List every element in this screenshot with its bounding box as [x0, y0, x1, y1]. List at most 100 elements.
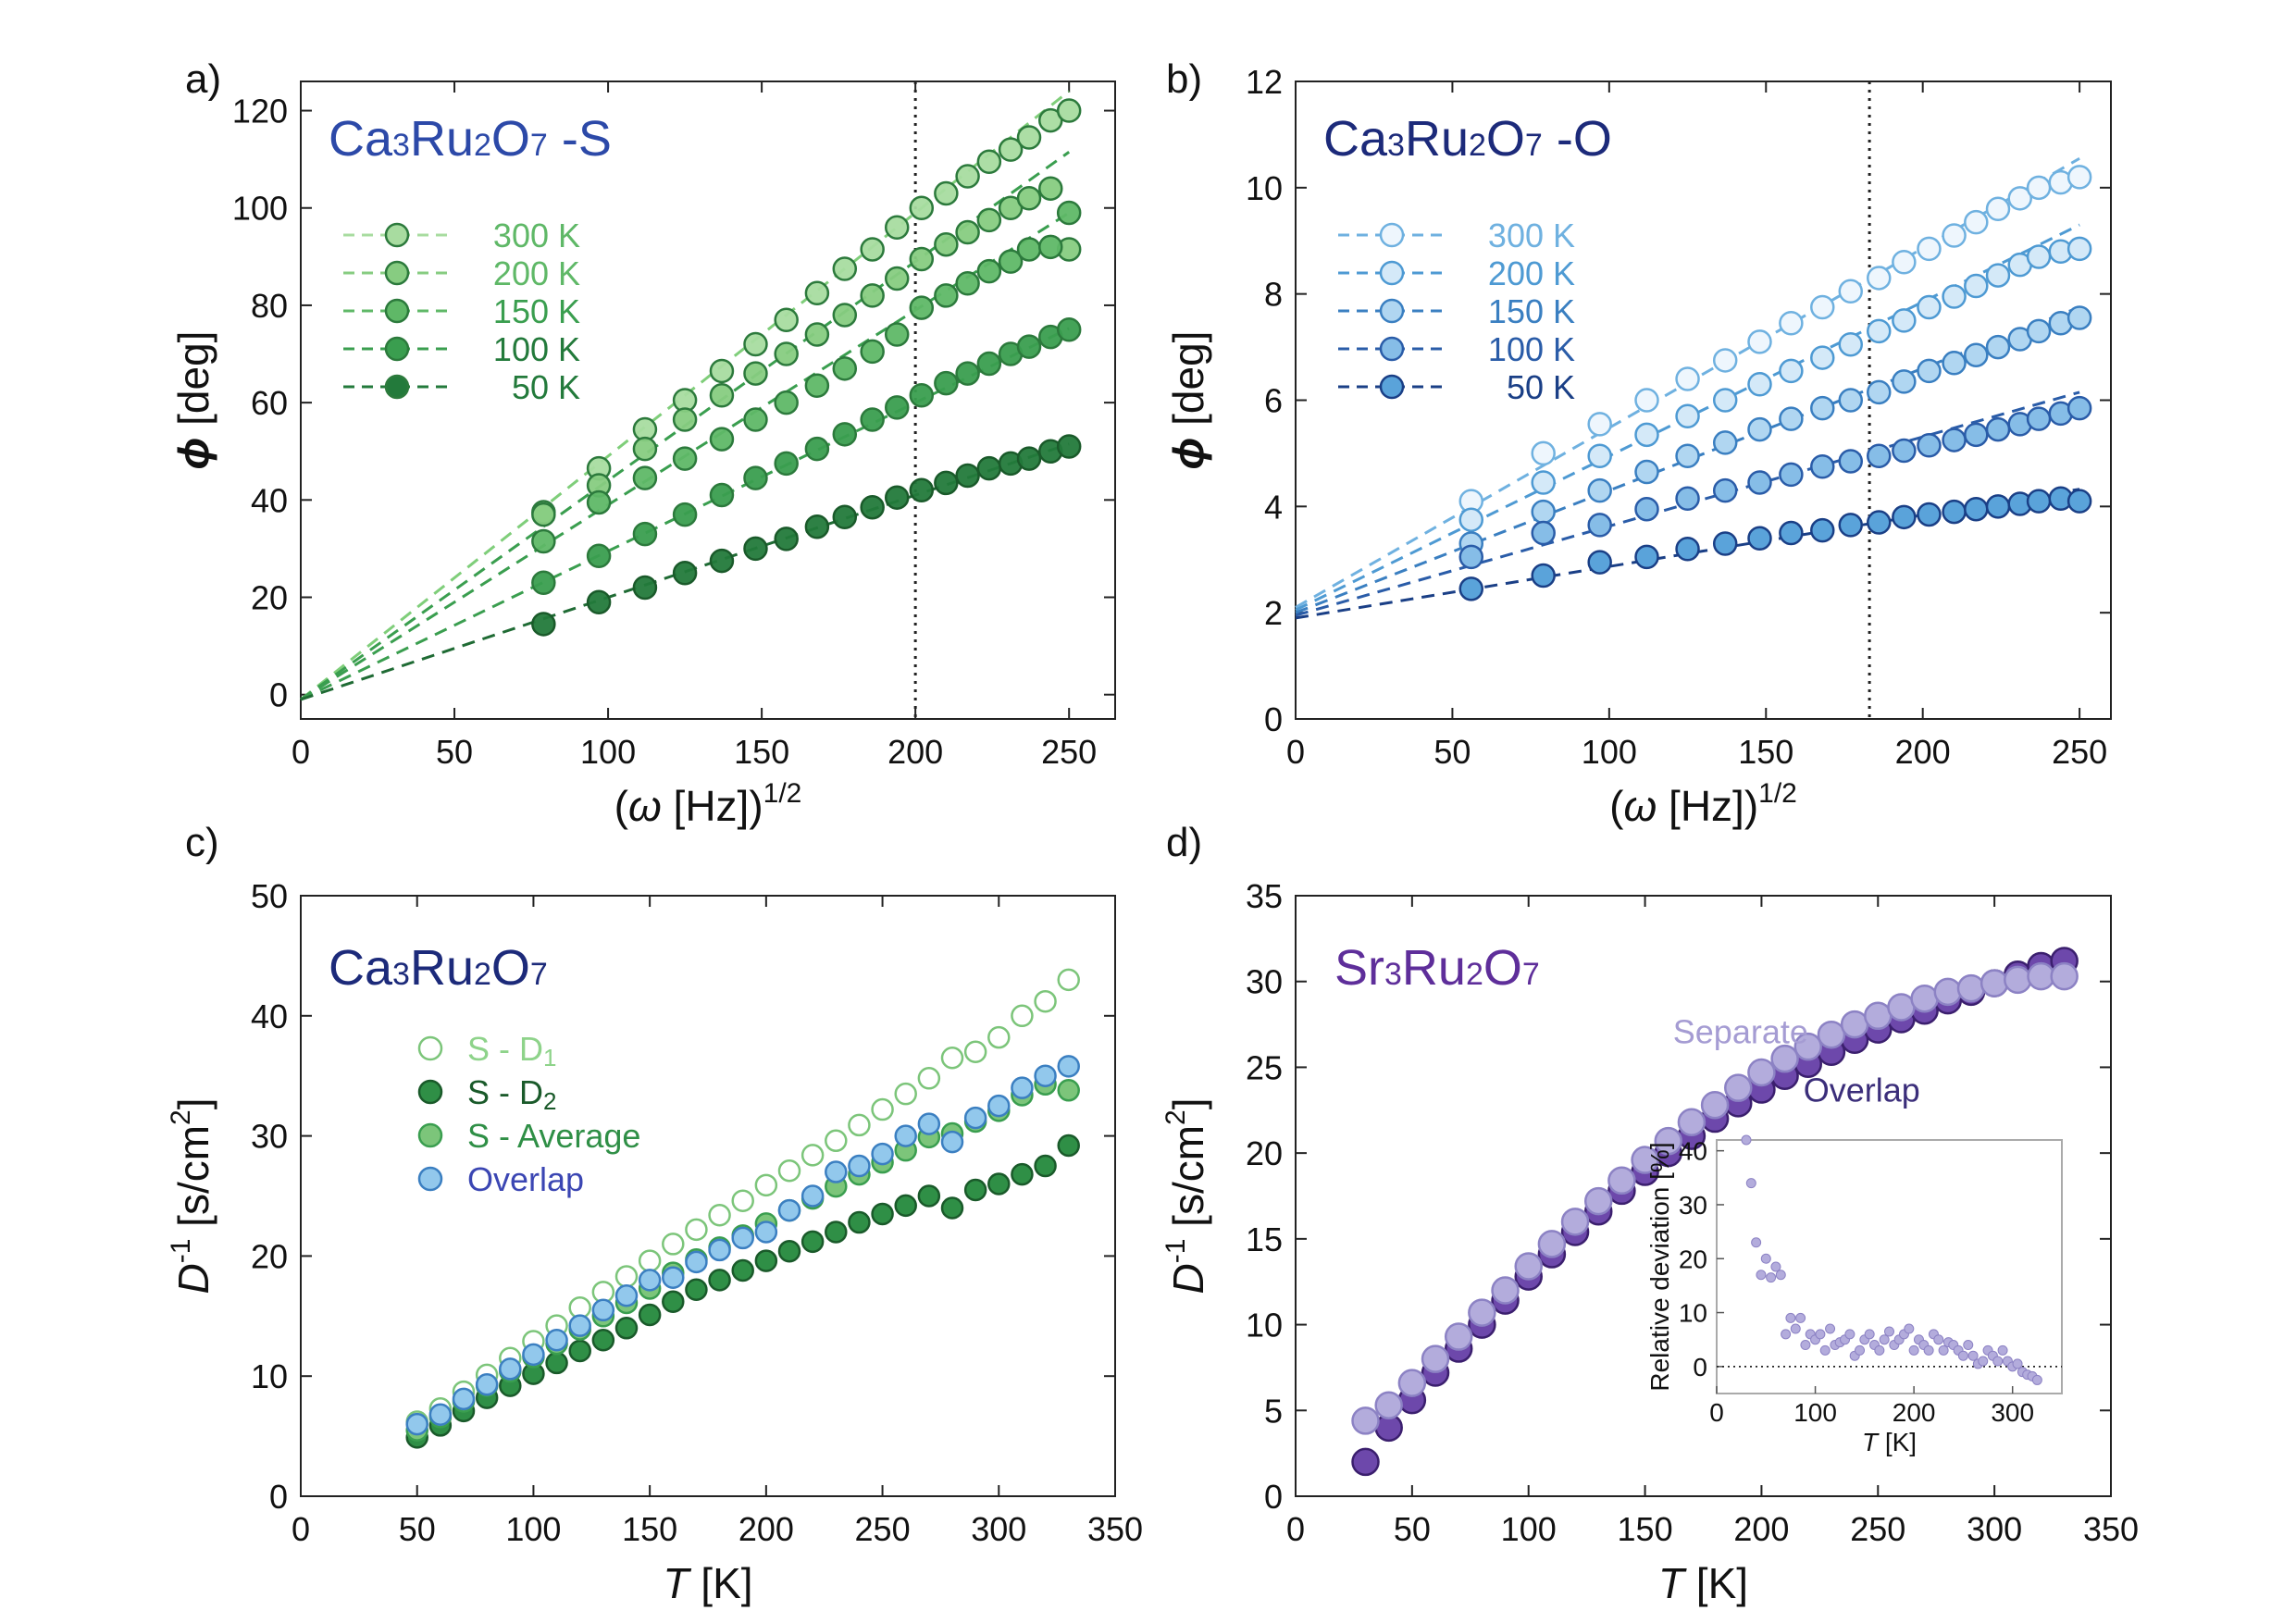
legend-label: 50 K — [1507, 368, 1575, 406]
data-point — [1034, 1064, 1057, 1087]
legend-label: Overlap — [467, 1160, 584, 1198]
y-tick-label: 20 — [251, 579, 288, 617]
x-tick-label: 250 — [855, 1510, 911, 1548]
data-point — [1587, 443, 1612, 469]
data-point — [871, 1097, 894, 1121]
data-point — [1867, 379, 1892, 405]
data-point — [638, 1303, 662, 1327]
inset-data-point — [1815, 1329, 1826, 1340]
inset-data-point — [1879, 1334, 1890, 1345]
data-point — [743, 465, 768, 490]
data-point — [1675, 443, 1700, 469]
data-point — [586, 489, 612, 515]
data-point — [800, 1230, 825, 1254]
y-tick-label: 0 — [269, 1478, 288, 1516]
data-point — [1964, 209, 1989, 235]
data-point — [987, 1025, 1011, 1049]
data-point — [1634, 388, 1659, 413]
y-tick-label: 35 — [1246, 877, 1283, 915]
series-150-K — [1295, 305, 2092, 614]
data-point — [2026, 244, 2052, 269]
data-point — [1531, 499, 1556, 525]
data-point — [894, 1082, 917, 1106]
data-point — [804, 514, 830, 539]
data-point — [1056, 98, 1082, 123]
series-150-K — [300, 200, 1082, 701]
data-point — [2066, 236, 2092, 262]
data-point — [848, 1210, 871, 1234]
data-point — [1770, 1044, 1799, 1073]
legend-marker — [384, 260, 410, 286]
data-point — [1531, 563, 1556, 588]
data-point — [1056, 434, 1082, 459]
data-point — [614, 1265, 639, 1288]
data-point — [1747, 329, 1772, 354]
data-point — [638, 1269, 662, 1292]
data-point — [709, 548, 735, 574]
data-point — [1056, 200, 1082, 226]
inset-y-tick-label: 10 — [1679, 1299, 1707, 1328]
data-point — [1985, 196, 2011, 222]
data-point — [976, 455, 1002, 481]
data-point — [1057, 1055, 1080, 1078]
data-point — [499, 1357, 522, 1381]
data-point — [976, 351, 1002, 377]
data-point — [832, 356, 858, 381]
data-point — [531, 612, 556, 637]
data-point — [1057, 968, 1080, 992]
legend-label: 300 K — [1488, 217, 1575, 254]
data-point — [1351, 1447, 1380, 1477]
data-point — [731, 1189, 754, 1212]
data-point — [632, 521, 658, 547]
data-point — [743, 361, 768, 386]
data-point — [1634, 459, 1659, 485]
annotation-overlap: Overlap — [1804, 1072, 1920, 1109]
chart-title: Sr3Ru2O7 — [1334, 940, 1540, 996]
data-point — [1011, 1162, 1034, 1186]
inset-y-label: Relative deviation [%] — [1645, 1142, 1674, 1391]
data-point — [754, 1249, 778, 1272]
legend-label: S - D1 — [467, 1030, 556, 1072]
data-point — [662, 1266, 685, 1290]
legend-marker — [417, 1079, 443, 1105]
inset-frame — [1716, 1139, 2063, 1394]
data-point — [452, 1387, 476, 1411]
legend-marker — [384, 298, 410, 324]
data-point — [568, 1339, 591, 1363]
data-point — [1964, 273, 1989, 299]
data-point — [848, 1154, 871, 1178]
series-300-K — [1295, 156, 2092, 609]
data-point — [632, 465, 658, 490]
inset-data-point — [1770, 1261, 1781, 1272]
data-point — [940, 1046, 964, 1070]
data-point — [405, 1412, 428, 1436]
data-point — [963, 1178, 987, 1202]
data-point — [754, 1173, 778, 1197]
data-point — [1779, 358, 1804, 384]
data-point — [940, 1130, 964, 1154]
data-point — [1910, 985, 1939, 1013]
y-axis-label: D-1 [s/cm2] — [1160, 1097, 1212, 1294]
x-tick-label: 100 — [1501, 1510, 1557, 1548]
data-point — [1011, 1004, 1034, 1028]
legend-marker — [1379, 260, 1405, 286]
inset-data-point — [1864, 1329, 1875, 1340]
data-point — [1864, 1001, 1893, 1031]
inset-x-label: T [K] — [1862, 1428, 1917, 1456]
y-tick-label: 20 — [1246, 1134, 1283, 1172]
data-point — [1634, 496, 1659, 522]
y-tick-label: 10 — [251, 1357, 288, 1395]
data-point — [1677, 1108, 1706, 1137]
x-tick-label: 150 — [734, 733, 789, 771]
data-point — [743, 331, 768, 357]
data-point — [1956, 973, 1986, 1003]
data-point — [987, 1094, 1011, 1118]
data-point — [1887, 993, 1916, 1022]
y-tick-label: 10 — [1246, 1307, 1283, 1344]
panel-label: a) — [185, 56, 221, 102]
legend-label: 50 K — [512, 368, 580, 406]
x-tick-label: 50 — [399, 1510, 436, 1548]
legend: S - D1S - D2S - Average Overlap — [417, 1030, 640, 1198]
data-point — [1034, 989, 1057, 1013]
